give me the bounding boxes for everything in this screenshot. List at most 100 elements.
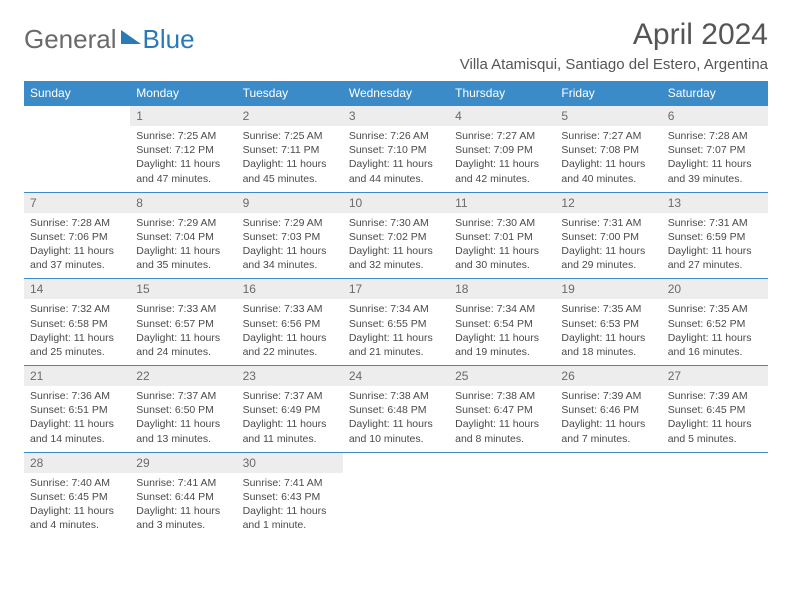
calendar-day-cell: 24Sunrise: 7:38 AMSunset: 6:48 PMDayligh… <box>343 366 449 453</box>
sunrise-line: Sunrise: 7:30 AM <box>455 216 549 230</box>
sunrise-line: Sunrise: 7:31 AM <box>668 216 762 230</box>
calendar-week-row: 7Sunrise: 7:28 AMSunset: 7:06 PMDaylight… <box>24 192 768 279</box>
day-details: Sunrise: 7:29 AMSunset: 7:04 PMDaylight:… <box>130 213 236 279</box>
daylight-value: 11 hours and 37 minutes. <box>30 245 114 271</box>
sunset-line: Sunset: 7:00 PM <box>561 230 655 244</box>
sunset-line: Sunset: 6:46 PM <box>561 403 655 417</box>
daylight-value: 11 hours and 4 minutes. <box>30 505 114 531</box>
daylight-line: Daylight: 11 hours and 21 minutes. <box>349 331 443 359</box>
day-details: Sunrise: 7:25 AMSunset: 7:12 PMDaylight:… <box>130 126 236 192</box>
calendar-day-cell: 28Sunrise: 7:40 AMSunset: 6:45 PMDayligh… <box>24 452 130 538</box>
sunrise-value: 7:28 AM <box>709 130 748 142</box>
sunset-line: Sunset: 6:49 PM <box>243 403 337 417</box>
sunset-line: Sunset: 6:44 PM <box>136 490 230 504</box>
sunset-value: 6:53 PM <box>600 318 639 330</box>
daylight-value: 11 hours and 16 minutes. <box>668 332 752 358</box>
daylight-line: Daylight: 11 hours and 30 minutes. <box>455 244 549 272</box>
sunrise-value: 7:39 AM <box>709 390 748 402</box>
day-details: Sunrise: 7:40 AMSunset: 6:45 PMDaylight:… <box>24 473 130 539</box>
daylight-line: Daylight: 11 hours and 13 minutes. <box>136 417 230 445</box>
sunset-line: Sunset: 7:10 PM <box>349 143 443 157</box>
sunrise-value: 7:31 AM <box>603 217 642 229</box>
calendar-day-cell: 21Sunrise: 7:36 AMSunset: 6:51 PMDayligh… <box>24 366 130 453</box>
daylight-line: Daylight: 11 hours and 32 minutes. <box>349 244 443 272</box>
sunrise-value: 7:25 AM <box>178 130 217 142</box>
sunset-value: 6:49 PM <box>281 404 320 416</box>
daylight-value: 11 hours and 3 minutes. <box>136 505 220 531</box>
sunset-value: 7:08 PM <box>600 144 639 156</box>
day-number: 17 <box>343 279 449 299</box>
daylight-line: Daylight: 11 hours and 37 minutes. <box>30 244 124 272</box>
sunrise-line: Sunrise: 7:38 AM <box>349 389 443 403</box>
sunset-line: Sunset: 6:53 PM <box>561 317 655 331</box>
daylight-line: Daylight: 11 hours and 7 minutes. <box>561 417 655 445</box>
daylight-line: Daylight: 11 hours and 14 minutes. <box>30 417 124 445</box>
sunset-line: Sunset: 6:45 PM <box>30 490 124 504</box>
sunset-line: Sunset: 6:54 PM <box>455 317 549 331</box>
daylight-value: 11 hours and 32 minutes. <box>349 245 433 271</box>
sunrise-line: Sunrise: 7:28 AM <box>668 129 762 143</box>
weekday-header: Saturday <box>662 81 768 106</box>
daylight-line: Daylight: 11 hours and 18 minutes. <box>561 331 655 359</box>
sunset-value: 6:50 PM <box>175 404 214 416</box>
day-number: 4 <box>449 106 555 126</box>
sunset-value: 6:59 PM <box>706 231 745 243</box>
calendar-day-cell: 8Sunrise: 7:29 AMSunset: 7:04 PMDaylight… <box>130 192 236 279</box>
day-number: 6 <box>662 106 768 126</box>
sunset-line: Sunset: 7:12 PM <box>136 143 230 157</box>
day-details: Sunrise: 7:30 AMSunset: 7:01 PMDaylight:… <box>449 213 555 279</box>
sunset-line: Sunset: 7:08 PM <box>561 143 655 157</box>
sunset-value: 6:51 PM <box>69 404 108 416</box>
sunrise-line: Sunrise: 7:38 AM <box>455 389 549 403</box>
calendar-day-cell: . <box>449 452 555 538</box>
day-number: 19 <box>555 279 661 299</box>
sunrise-value: 7:34 AM <box>390 303 429 315</box>
daylight-value: 11 hours and 44 minutes. <box>349 158 433 184</box>
sunrise-line: Sunrise: 7:36 AM <box>30 389 124 403</box>
sunrise-value: 7:37 AM <box>178 390 217 402</box>
day-details: Sunrise: 7:39 AMSunset: 6:46 PMDaylight:… <box>555 386 661 452</box>
sunrise-line: Sunrise: 7:35 AM <box>561 302 655 316</box>
day-number: 15 <box>130 279 236 299</box>
daylight-line: Daylight: 11 hours and 22 minutes. <box>243 331 337 359</box>
daylight-value: 11 hours and 29 minutes. <box>561 245 645 271</box>
calendar-table: SundayMondayTuesdayWednesdayThursdayFrid… <box>24 81 768 538</box>
day-number: 20 <box>662 279 768 299</box>
calendar-day-cell: 17Sunrise: 7:34 AMSunset: 6:55 PMDayligh… <box>343 279 449 366</box>
daylight-value: 11 hours and 30 minutes. <box>455 245 539 271</box>
sunset-value: 7:06 PM <box>69 231 108 243</box>
daylight-value: 11 hours and 45 minutes. <box>243 158 327 184</box>
day-details: Sunrise: 7:38 AMSunset: 6:47 PMDaylight:… <box>449 386 555 452</box>
sunset-value: 7:11 PM <box>281 144 319 156</box>
day-details: Sunrise: 7:28 AMSunset: 7:07 PMDaylight:… <box>662 126 768 192</box>
sunrise-value: 7:41 AM <box>284 477 323 489</box>
day-number: 22 <box>130 366 236 386</box>
sunset-value: 6:58 PM <box>69 318 108 330</box>
calendar-day-cell: 7Sunrise: 7:28 AMSunset: 7:06 PMDaylight… <box>24 192 130 279</box>
sunset-value: 6:54 PM <box>494 318 533 330</box>
daylight-value: 11 hours and 35 minutes. <box>136 245 220 271</box>
sunrise-value: 7:30 AM <box>497 217 536 229</box>
day-details: Sunrise: 7:28 AMSunset: 7:06 PMDaylight:… <box>24 213 130 279</box>
daylight-line: Daylight: 11 hours and 10 minutes. <box>349 417 443 445</box>
sunrise-line: Sunrise: 7:29 AM <box>136 216 230 230</box>
day-details: Sunrise: 7:38 AMSunset: 6:48 PMDaylight:… <box>343 386 449 452</box>
calendar-day-cell: 13Sunrise: 7:31 AMSunset: 6:59 PMDayligh… <box>662 192 768 279</box>
sunrise-line: Sunrise: 7:27 AM <box>455 129 549 143</box>
daylight-value: 11 hours and 18 minutes. <box>561 332 645 358</box>
daylight-line: Daylight: 11 hours and 4 minutes. <box>30 504 124 532</box>
calendar-day-cell: 2Sunrise: 7:25 AMSunset: 7:11 PMDaylight… <box>237 106 343 193</box>
sunrise-line: Sunrise: 7:33 AM <box>243 302 337 316</box>
sunset-value: 7:04 PM <box>175 231 214 243</box>
calendar-day-cell: 22Sunrise: 7:37 AMSunset: 6:50 PMDayligh… <box>130 366 236 453</box>
daylight-value: 11 hours and 7 minutes. <box>561 418 645 444</box>
calendar-day-cell: 26Sunrise: 7:39 AMSunset: 6:46 PMDayligh… <box>555 366 661 453</box>
daylight-value: 11 hours and 39 minutes. <box>668 158 752 184</box>
sunrise-value: 7:31 AM <box>709 217 748 229</box>
day-details: Sunrise: 7:32 AMSunset: 6:58 PMDaylight:… <box>24 299 130 365</box>
day-details: Sunrise: 7:37 AMSunset: 6:49 PMDaylight:… <box>237 386 343 452</box>
daylight-value: 11 hours and 25 minutes. <box>30 332 114 358</box>
day-number: 28 <box>24 453 130 473</box>
daylight-line: Daylight: 11 hours and 3 minutes. <box>136 504 230 532</box>
day-number: 14 <box>24 279 130 299</box>
